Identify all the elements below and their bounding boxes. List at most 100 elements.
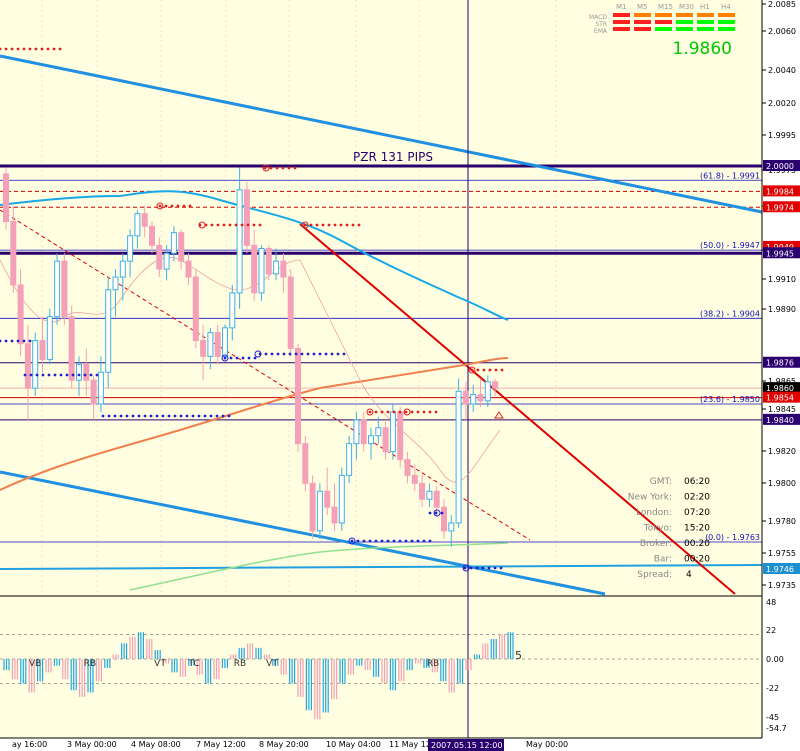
price-tick-label: 1.9845: [768, 405, 796, 414]
price-axis-bg: [762, 0, 800, 751]
candle-body: [222, 327, 228, 357]
support-dot: [59, 373, 63, 377]
support-dot: [179, 414, 183, 418]
candle-body: [97, 371, 104, 405]
candle-body: [200, 340, 207, 357]
candle-body: [119, 260, 126, 278]
price-label-box: [763, 413, 800, 425]
info-value: 15:20: [684, 524, 710, 534]
resistance-marker: [366, 408, 374, 416]
support-marker: [254, 350, 262, 358]
price-tick-label: 1.9800: [768, 479, 796, 488]
ma-green-line: [129, 542, 509, 591]
resistance-marker: [301, 221, 309, 229]
candle-body: [178, 232, 185, 262]
price-label-box: [763, 201, 800, 213]
support-dot: [264, 352, 268, 356]
price-tick-label: 2.0085: [768, 0, 796, 9]
support-dot: [270, 352, 274, 356]
candle-body: [243, 189, 250, 246]
candle-body: [280, 260, 287, 278]
resistance-dot: [210, 223, 214, 227]
support-dot: [10, 339, 14, 343]
fib-label: (23.6) - 1.9850: [700, 395, 760, 404]
support-dot: [276, 352, 280, 356]
info-value: 00:20: [684, 539, 710, 549]
signal-cell: [718, 20, 735, 24]
resistance-dot: [345, 223, 349, 227]
resistance-dot: [374, 410, 378, 414]
time-tick-label: May 00:00: [526, 740, 568, 749]
candle-body: [68, 316, 75, 381]
support-line-cyan: [0, 564, 763, 570]
candle-body: [61, 260, 68, 318]
resistance-dot: [22, 47, 26, 51]
support-dot: [434, 511, 438, 515]
signal-cell: [676, 27, 693, 31]
support-dot: [16, 339, 20, 343]
support-dot: [288, 352, 292, 356]
support-dot: [300, 352, 304, 356]
support-dot: [167, 414, 171, 418]
price-tick-label: 1.9910: [768, 275, 796, 284]
candle-body: [441, 506, 447, 532]
resistance-dot: [416, 410, 420, 414]
indicator-tick-label: -22: [766, 684, 779, 693]
candle-body: [251, 244, 258, 294]
pattern-label: VT: [154, 659, 166, 669]
resistance-dot: [434, 410, 438, 414]
candle-body: [389, 411, 396, 453]
resistance-marker: [198, 221, 206, 229]
support-dot: [83, 373, 87, 377]
price-tick-label: 1.9820: [768, 447, 796, 456]
resistance-dot: [428, 410, 432, 414]
fib-label: (61.8) - 1.9991: [700, 171, 760, 180]
support-dot: [324, 352, 328, 356]
signal-cell: [676, 20, 693, 24]
resistance-dot: [470, 368, 474, 372]
price-label: 1.9945: [766, 249, 794, 258]
signal-cell: [613, 13, 630, 17]
candle-body: [433, 490, 440, 508]
price-tick-label: 1.9995: [768, 131, 796, 140]
candle-body: [39, 340, 46, 361]
candle-body: [149, 225, 155, 246]
signal-cell: [697, 27, 714, 31]
info-value: 4: [686, 570, 692, 580]
support-dot: [113, 414, 117, 418]
ma-cyan-line: [0, 190, 509, 321]
signal-cell: [697, 20, 714, 24]
indicator-tick-label: 48: [766, 598, 776, 607]
resistance-dot: [333, 223, 337, 227]
candle-body: [90, 379, 97, 405]
resistance-marker: [468, 366, 476, 374]
price-label-box: [763, 160, 800, 171]
time-tick-label: 11 May 12:00: [389, 740, 444, 749]
support-dot: [247, 356, 251, 360]
price-tick-label: 1.9780: [768, 517, 796, 526]
support-dot: [362, 539, 366, 543]
signal-cell: [613, 27, 630, 31]
support-dot: [374, 539, 378, 543]
candle-body: [236, 189, 243, 294]
support-dot: [4, 339, 8, 343]
timeframe-label: M30: [679, 3, 694, 11]
support-dot: [107, 414, 111, 418]
price-label: 2.0000: [766, 162, 794, 171]
pattern-label: RB: [234, 659, 246, 669]
timeframe-label: M5: [637, 3, 648, 11]
resistance-dot: [488, 368, 492, 372]
info-key: Spread:: [637, 570, 672, 580]
candle-body: [273, 260, 280, 275]
price-label-box: [763, 382, 800, 394]
price-tick-label: 1.9755: [768, 549, 796, 558]
price-label-box: [763, 356, 800, 368]
candle-body: [207, 332, 214, 357]
resistance-dot: [482, 368, 486, 372]
resistance-marker: [156, 202, 164, 210]
resistance-dot: [398, 410, 402, 414]
support-dot: [71, 373, 75, 377]
resistance-dot: [228, 223, 232, 227]
support-dot: [356, 539, 360, 543]
